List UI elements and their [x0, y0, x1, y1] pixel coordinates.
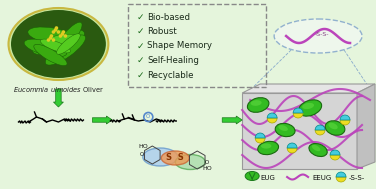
Ellipse shape: [175, 154, 205, 170]
Ellipse shape: [45, 35, 85, 65]
Circle shape: [61, 32, 64, 36]
Text: Recyclable: Recyclable: [147, 70, 194, 80]
Circle shape: [50, 34, 53, 38]
FancyArrow shape: [222, 116, 242, 124]
Text: Self-Healing: Self-Healing: [147, 56, 199, 65]
Text: EUG: EUG: [260, 175, 275, 181]
Text: HO: HO: [202, 167, 212, 171]
Text: Shape Memory: Shape Memory: [147, 42, 212, 50]
Ellipse shape: [258, 141, 279, 155]
Ellipse shape: [143, 148, 178, 166]
Ellipse shape: [161, 151, 189, 165]
Bar: [128, 4, 266, 87]
Circle shape: [64, 34, 67, 38]
Circle shape: [52, 38, 55, 42]
Text: ✓: ✓: [136, 70, 144, 80]
Polygon shape: [357, 84, 375, 169]
Ellipse shape: [43, 34, 78, 46]
Ellipse shape: [245, 171, 259, 180]
Ellipse shape: [55, 22, 82, 54]
Text: ✓: ✓: [136, 42, 144, 50]
Ellipse shape: [34, 44, 67, 66]
Text: ✓: ✓: [136, 56, 144, 65]
Ellipse shape: [261, 143, 271, 149]
Ellipse shape: [11, 10, 106, 78]
Ellipse shape: [57, 34, 80, 54]
Text: O: O: [205, 160, 209, 166]
Text: S  S: S S: [167, 153, 184, 163]
Ellipse shape: [312, 145, 320, 151]
Wedge shape: [315, 125, 325, 130]
Ellipse shape: [274, 19, 362, 53]
Circle shape: [57, 30, 60, 34]
Ellipse shape: [328, 123, 338, 129]
Circle shape: [52, 30, 55, 34]
Wedge shape: [340, 115, 350, 120]
Wedge shape: [336, 172, 346, 177]
Wedge shape: [293, 113, 303, 118]
Text: O: O: [146, 115, 150, 119]
Ellipse shape: [278, 125, 288, 131]
Text: ✓: ✓: [136, 12, 144, 22]
Wedge shape: [336, 177, 346, 182]
Circle shape: [54, 28, 57, 32]
Ellipse shape: [28, 27, 77, 45]
Wedge shape: [267, 113, 277, 118]
Wedge shape: [287, 148, 297, 153]
Bar: [242, 93, 357, 169]
Ellipse shape: [247, 98, 269, 112]
Ellipse shape: [309, 143, 327, 156]
Wedge shape: [340, 120, 350, 125]
FancyArrow shape: [92, 116, 112, 124]
Text: Bio-based: Bio-based: [147, 12, 190, 22]
Circle shape: [55, 26, 58, 30]
Text: $\it{Eucommia\ ulmoides}$ Oliver: $\it{Eucommia\ ulmoides}$ Oliver: [13, 85, 104, 94]
Text: HO: HO: [138, 145, 148, 149]
Ellipse shape: [9, 8, 108, 80]
Wedge shape: [267, 118, 277, 123]
Circle shape: [62, 30, 65, 34]
Ellipse shape: [24, 39, 67, 57]
Text: EEUG: EEUG: [312, 175, 331, 181]
Wedge shape: [330, 155, 340, 160]
Ellipse shape: [40, 39, 71, 53]
Wedge shape: [293, 108, 303, 113]
Wedge shape: [255, 138, 265, 143]
Text: -S-S-: -S-S-: [349, 175, 365, 181]
Polygon shape: [242, 84, 375, 93]
Wedge shape: [330, 150, 340, 155]
Circle shape: [47, 38, 50, 42]
Text: -S-S-: -S-S-: [315, 32, 329, 36]
Ellipse shape: [302, 103, 314, 109]
Circle shape: [49, 36, 52, 40]
Ellipse shape: [325, 121, 345, 135]
Ellipse shape: [299, 100, 321, 116]
Ellipse shape: [275, 123, 295, 137]
Circle shape: [59, 34, 62, 38]
Text: ✓: ✓: [136, 27, 144, 36]
Ellipse shape: [251, 100, 262, 106]
Text: O: O: [140, 153, 144, 157]
Wedge shape: [315, 130, 325, 135]
FancyArrow shape: [53, 89, 64, 107]
Wedge shape: [255, 133, 265, 138]
Wedge shape: [287, 143, 297, 148]
Ellipse shape: [32, 29, 85, 55]
Text: Robust: Robust: [147, 27, 177, 36]
